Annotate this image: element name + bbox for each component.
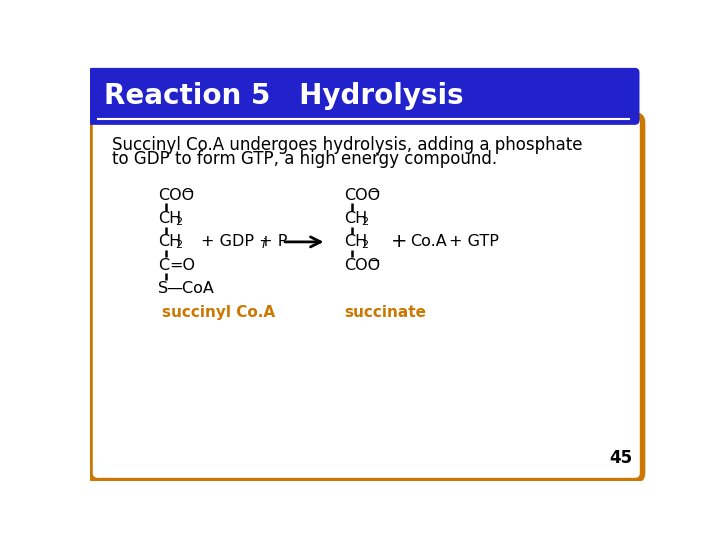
- Text: CH: CH: [344, 234, 367, 249]
- Text: −: −: [370, 255, 380, 268]
- Text: Co.A: Co.A: [410, 234, 447, 249]
- Text: +: +: [391, 232, 408, 252]
- Text: + GDP + P: + GDP + P: [201, 234, 287, 249]
- Text: —CoA: —CoA: [166, 281, 214, 295]
- Text: CH: CH: [158, 234, 181, 249]
- Text: COO: COO: [158, 188, 194, 203]
- Text: −: −: [184, 186, 194, 199]
- Text: Reaction 5   Hydrolysis: Reaction 5 Hydrolysis: [104, 83, 464, 110]
- Text: succinate: succinate: [344, 305, 426, 320]
- Text: −: −: [370, 186, 380, 199]
- Text: C: C: [158, 258, 169, 273]
- Text: CH: CH: [158, 211, 181, 226]
- Text: i: i: [261, 239, 265, 252]
- Text: CH: CH: [344, 211, 367, 226]
- Text: succinyl Co.A: succinyl Co.A: [162, 305, 275, 320]
- Text: 2: 2: [361, 217, 369, 227]
- Text: =O: =O: [169, 258, 195, 273]
- FancyBboxPatch shape: [88, 68, 639, 125]
- Text: 2: 2: [175, 240, 182, 250]
- Text: 45: 45: [609, 449, 632, 467]
- Text: COO: COO: [344, 188, 380, 203]
- Text: 2: 2: [175, 217, 182, 227]
- Text: S: S: [158, 281, 168, 295]
- Text: Succinyl Co.A undergoes hydrolysis, adding a phosphate: Succinyl Co.A undergoes hydrolysis, addi…: [112, 136, 582, 154]
- Text: 2: 2: [361, 240, 369, 250]
- Text: COO: COO: [344, 258, 380, 273]
- FancyBboxPatch shape: [90, 115, 642, 481]
- Text: + GTP: + GTP: [449, 234, 499, 249]
- Text: to GDP to form GTP, a high energy compound.: to GDP to form GTP, a high energy compou…: [112, 150, 497, 167]
